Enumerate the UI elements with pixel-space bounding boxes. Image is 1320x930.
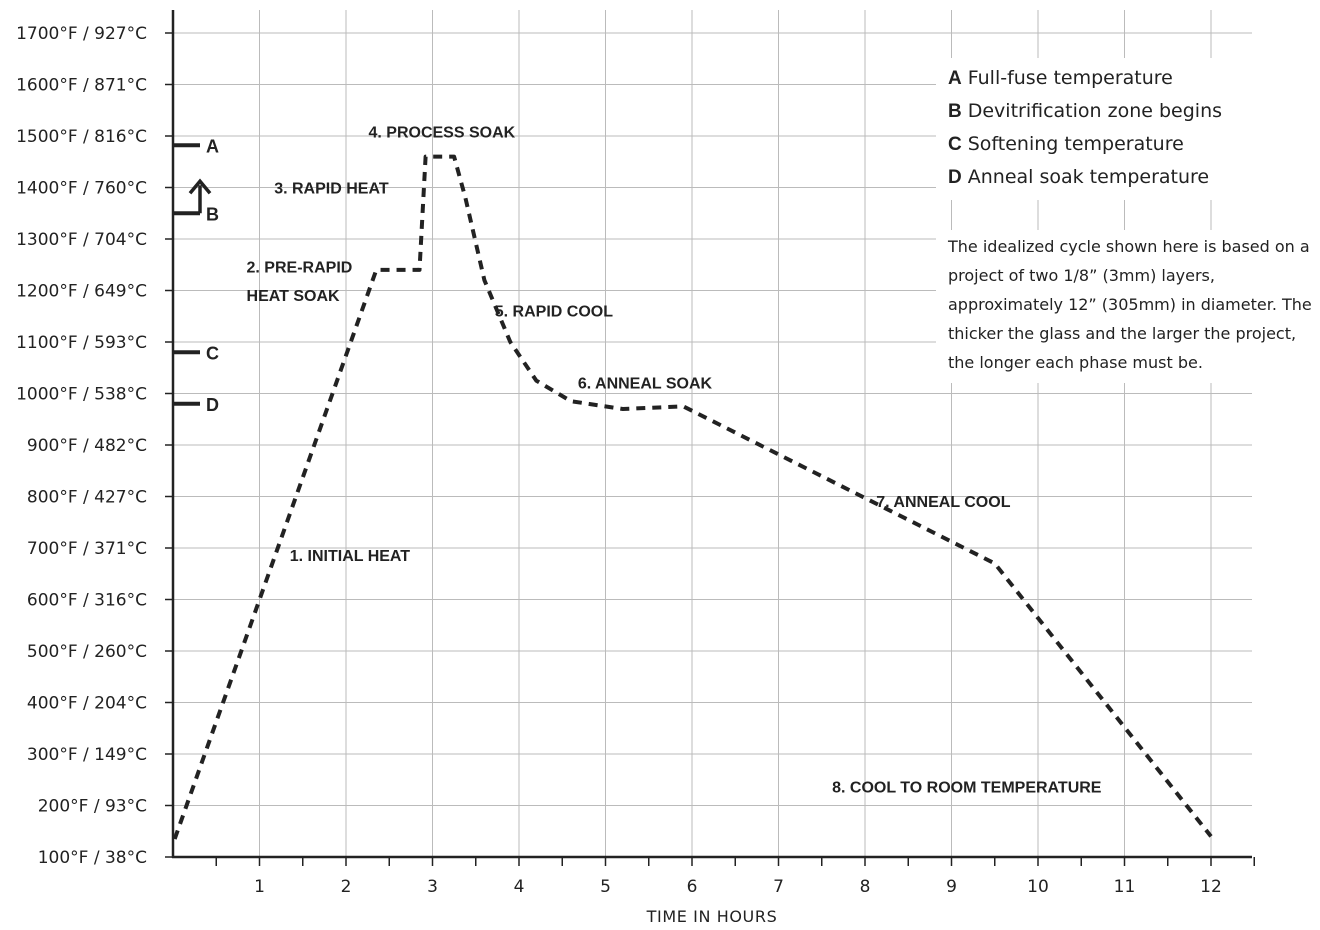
legend-text: Anneal soak temperature [967,166,1210,188]
phase-label: 6. ANNEAL SOAK [578,375,713,392]
legend-key: A [948,68,962,89]
phase-label: 8. COOL TO ROOM TEMPERATURE [832,780,1102,797]
phase-label: 5. RAPID COOL [495,303,613,320]
x-tick-label: 6 [687,877,698,897]
legend-key: B [948,101,962,122]
legend-text: Softening temperature [967,133,1184,155]
legend-key: C [948,134,962,155]
x-tick-label: 9 [946,877,957,897]
y-tick-label: 1200°F / 649°C [16,282,147,302]
y-tick-label: 400°F / 204°C [27,694,147,714]
x-tick-label: 2 [341,877,352,897]
x-tick-label: 1 [254,877,265,897]
y-tick-label: 500°F / 260°C [27,642,147,662]
x-axis-label: TIME IN HOURS [646,907,778,926]
y-tick-label: 1300°F / 704°C [16,230,147,250]
y-tick-label: 1700°F / 927°C [16,24,147,44]
marker-d-label: D [206,395,219,415]
phase-label: 2. PRE-RAPID [247,259,353,276]
phase-labels: 1. INITIAL HEAT 2. PRE-RAPID HEAT SOAK 3. R… [247,125,1102,797]
legend-key: D [948,167,962,188]
cycle-note: The idealized cycle shown here is based … [936,230,1320,383]
y-tick-label: 900°F / 482°C [27,436,147,456]
x-tick-label: 8 [860,877,871,897]
x-tick-label: 10 [1027,877,1049,897]
phase-label: 1. INITIAL HEAT [290,548,411,565]
legend-item-c: C Softening temperature [948,128,1256,161]
firing-curve-line [172,154,1213,840]
temperature-markers: A B C D [173,136,219,415]
x-axis-ticks: 1 2 3 4 5 6 7 8 9 10 11 12 [215,857,1255,897]
legend-text: Full-fuse temperature [967,67,1173,89]
x-tick-label: 5 [600,877,611,897]
y-tick-label: 1100°F / 593°C [16,333,147,353]
y-tick-label: 300°F / 149°C [27,745,147,765]
axes [171,10,1252,859]
y-tick-label: 200°F / 93°C [38,797,147,817]
marker-c-label: C [206,343,219,363]
y-tick-label: 1500°F / 816°C [16,127,147,147]
x-tick-label: 12 [1200,877,1222,897]
y-tick-label: 100°F / 38°C [38,848,147,868]
phase-label: 4. PROCESS SOAK [368,125,515,142]
legend-item-a: A Full-fuse temperature [948,62,1256,95]
y-tick-label: 700°F / 371°C [27,539,147,559]
phase-label: 3. RAPID HEAT [274,181,389,198]
y-tick-label: 1600°F / 871°C [16,76,147,96]
legend-text: Devitrification zone begins [967,100,1223,122]
marker-a-label: A [206,136,219,156]
y-tick-label: 800°F / 427°C [27,488,147,508]
phase-label: HEAT SOAK [247,288,340,305]
marker-b-label: B [206,204,219,224]
y-tick-label: 1000°F / 538°C [16,385,147,405]
x-tick-label: 4 [514,877,525,897]
y-tick-label: 1400°F / 760°C [16,179,147,199]
arrow-head-icon [188,178,212,195]
x-tick-label: 3 [427,877,438,897]
y-tick-label: 600°F / 316°C [27,591,147,611]
legend-item-b: B Devitrification zone begins [948,95,1256,128]
legend: A Full-fuse temperature B Devitrification … [936,58,1266,200]
firing-curve [172,154,1213,840]
x-tick-label: 7 [773,877,784,897]
x-tick-label: 11 [1114,877,1136,897]
y-axis-ticks: 100°F / 38°C 200°F / 93°C 300°F / 149°C 400… [16,24,173,868]
phase-label: 7. ANNEAL COOL [876,494,1010,511]
legend-item-d: D Anneal soak temperature [948,161,1256,194]
